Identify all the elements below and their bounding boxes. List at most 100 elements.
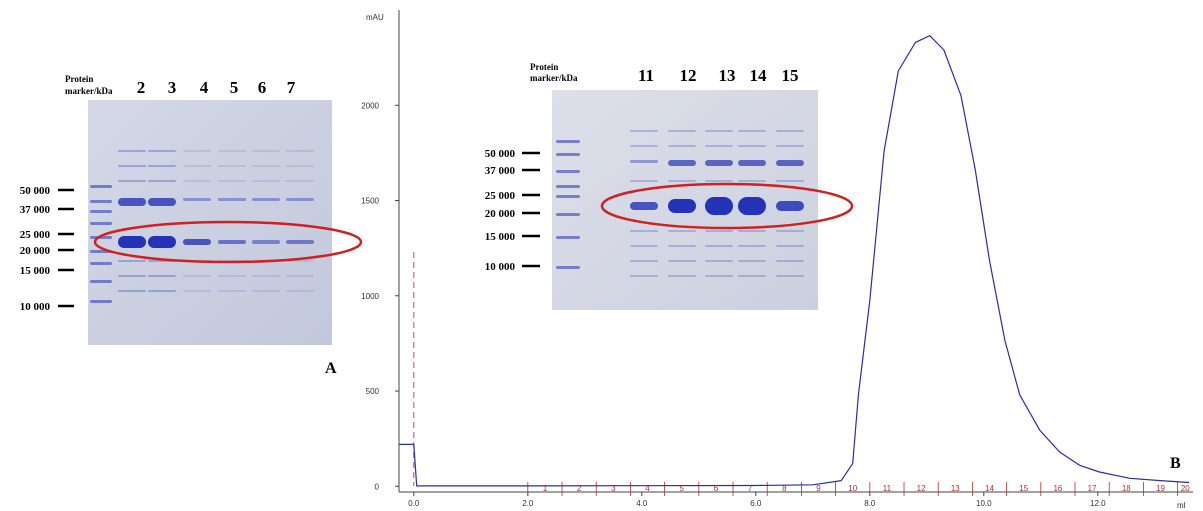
marker-label: 37 000 [20,204,51,216]
highlight-ellipse [93,220,363,264]
gel-band [556,266,580,269]
gel-band [738,180,766,182]
marker-label: 20 000 [20,245,51,257]
gel-band [118,236,146,248]
gel-band [118,290,146,292]
gel-band [630,145,658,147]
fraction-label: 16 [1053,484,1062,493]
gel-band [705,145,733,147]
gel-band [776,145,804,147]
gel-band [118,180,146,182]
gel-band [118,198,146,206]
marker-label: 15 000 [485,231,516,243]
gel-band [668,260,696,262]
marker-label: 50 000 [485,148,516,160]
line-series [399,35,1190,487]
gel-band [218,275,246,277]
gel-band [148,180,176,182]
fraction-label: 18 [1122,484,1131,493]
marker-label: 10 000 [20,301,51,313]
lane-label: 7 [287,78,296,97]
gel-band [556,170,580,173]
lane-label: 2 [137,78,146,97]
gel-band [118,260,146,262]
gel-band [90,300,112,303]
gel-band [218,150,246,152]
gel-band [286,165,314,167]
x-tick-label: 4.0 [636,499,648,508]
gel-band [776,260,804,262]
lane-label: 14 [750,66,768,85]
y-tick-label: 1500 [361,197,379,206]
gel-band [556,236,580,239]
gel-band [630,202,658,210]
gel-band [218,165,246,167]
highlight-ellipse [600,182,854,230]
gel-band [705,160,733,166]
lane-label: 11 [638,66,654,85]
marker-labels: 50 000 37 000 25 000 20 000 15 000 10 000 [485,148,540,273]
lane-label: 4 [200,78,209,97]
x-tick-label: 10.0 [976,499,992,508]
gel-band [668,145,696,147]
gel-band [630,180,658,182]
x-axis-label: ml [1177,501,1186,510]
gel-band [148,165,176,167]
fraction-label: 17 [1088,484,1097,493]
gel-band [148,275,176,277]
gel-band [252,198,280,201]
gel-band [118,275,146,277]
gel-band [630,260,658,262]
marker-title: Protein [65,74,93,84]
gel-band [286,275,314,277]
gel-band [90,262,112,265]
fraction-label: 6 [714,484,719,493]
marker-title: Protein [530,62,558,72]
gel-band [556,195,580,198]
y-tick-label: 500 [366,387,380,396]
gel-band [668,230,696,232]
y-tick-label: 2000 [361,101,379,110]
gel-band [776,130,804,132]
gel-band [252,275,280,277]
gel-band [630,230,658,232]
gel-band [776,201,804,211]
fraction-label: 15 [1019,484,1028,493]
lane-label: 13 [719,66,736,85]
gel-band [118,165,146,167]
gel-band [776,230,804,232]
fraction-label: 13 [951,484,960,493]
gel-band [630,245,658,247]
gel-band [668,199,696,213]
gel-band [148,150,176,152]
marker-label: 50 000 [20,185,51,197]
gel-band [90,222,112,225]
gel-band [286,150,314,152]
chromatogram: 0 500 1000 1500 2000 0.0 2.0 4.0 6.0 8.0 10.0 12.0 1… [361,10,1193,508]
gel-band [118,150,146,152]
y-tick-label: 1000 [361,292,379,301]
fraction-label: 3 [611,484,616,493]
gel-band [90,280,112,283]
gel-band [252,240,280,244]
gel-band [556,140,580,143]
gel-band [668,160,696,166]
gel-band [183,165,211,167]
gel-band [218,240,246,244]
gel-band [705,197,733,215]
fraction-label: 20 [1181,484,1190,493]
lane-label: 3 [168,78,177,97]
gel-band [183,150,211,152]
gel-band [776,275,804,277]
marker-label: 10 000 [485,261,516,273]
gel-band [776,160,804,166]
gel-band [148,290,176,292]
gel-band [738,130,766,132]
lane-label: 5 [230,78,239,97]
gel-band [630,275,658,277]
gel-band [183,180,211,182]
x-tick-label: 8.0 [864,499,876,508]
x-tick-label: 0.0 [408,499,420,508]
marker-label: 25 000 [20,229,51,241]
